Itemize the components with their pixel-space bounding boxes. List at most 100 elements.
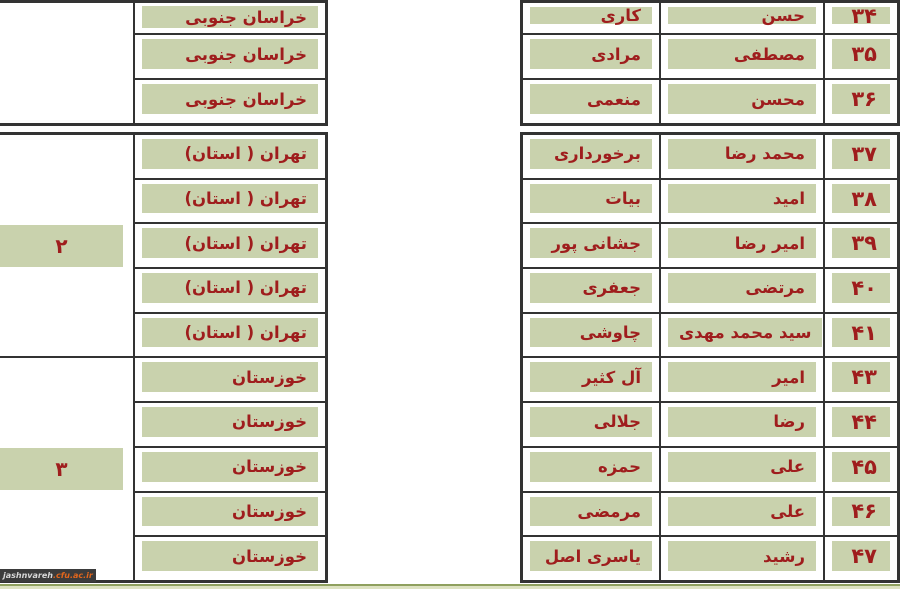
province-label: خوزستان <box>142 496 318 527</box>
row-number-label: ۴۳ <box>832 362 890 393</box>
row-number-label: ۴۷ <box>832 541 890 571</box>
names-table-bottom: برخورداری محمد رضا ۳۷ بیات امید ۳۸ جشانی… <box>520 132 900 583</box>
first-name-cell: محسن <box>660 79 824 124</box>
watermark-suffix: .cfu.ac.ir <box>52 571 93 580</box>
row-number-label: ۳۶ <box>832 84 890 114</box>
last-name-label: منعمی <box>530 84 652 114</box>
row-number-label: ۳۵ <box>832 39 890 69</box>
row-number-label: ۴۴ <box>832 407 890 437</box>
last-name-cell: برخورداری <box>522 134 660 179</box>
first-name-label: امیر رضا <box>668 228 816 259</box>
province-label: خوزستان <box>142 541 318 571</box>
last-name-cell: یاسری اصل <box>522 536 660 581</box>
last-name-label: مرمضی <box>530 496 652 527</box>
row-number-label: ۳۸ <box>832 183 890 214</box>
first-name-label: مرتضی <box>668 273 816 303</box>
province-label: خراسان جنوبی <box>142 39 318 69</box>
row-number-cell: ۴۴ <box>824 402 898 447</box>
row-number-cell: ۴۷ <box>824 536 898 581</box>
province-label: تهران ( استان) <box>142 183 318 214</box>
last-name-label: جعفری <box>530 273 652 303</box>
first-name-label: محسن <box>668 84 816 114</box>
first-name-cell: مرتضی <box>660 268 824 313</box>
province-label: خوزستان <box>142 451 318 482</box>
first-name-label: رضا <box>668 407 816 437</box>
first-name-cell: علی <box>660 491 824 537</box>
province-cell: تهران ( استان) <box>134 134 326 179</box>
province-cell: تهران ( استان) <box>134 178 326 224</box>
row-number-label: ۳۴ <box>832 4 890 28</box>
row-number-cell: ۳۵ <box>824 34 898 79</box>
watermark-prefix: jashnvareh <box>3 571 53 580</box>
row-number-cell: ۳۹ <box>824 223 898 269</box>
province-cell: تهران ( استان) <box>134 223 326 269</box>
group-cell-2: ۲ <box>0 134 134 358</box>
first-name-label: رشید <box>668 541 816 571</box>
last-name-label: چاوشی <box>530 317 652 348</box>
province-cell: خراسان جنوبی <box>134 79 326 124</box>
last-name-cell: جعفری <box>522 268 660 313</box>
first-name-label: حسن <box>668 6 816 25</box>
first-name-cell: علی <box>660 446 824 492</box>
first-name-cell: محمد رضا <box>660 134 824 179</box>
last-name-cell: جلالی <box>522 402 660 447</box>
province-label: خراسان جنوبی <box>142 6 318 28</box>
row-number-cell: ۳۴ <box>824 2 898 34</box>
province-cell: خوزستان <box>134 491 326 537</box>
first-name-cell: امید <box>660 178 824 224</box>
first-name-label: سید محمد مهدی <box>668 317 823 348</box>
last-name-label: حمزه <box>530 451 652 482</box>
last-name-cell: بیات <box>522 178 660 224</box>
row-number-label: ۳۹ <box>832 228 890 259</box>
bottom-green-strip <box>0 584 900 589</box>
group-number: ۳ <box>0 448 123 491</box>
last-name-label: کاری <box>530 6 652 25</box>
last-name-cell: آل کثیر <box>522 357 660 403</box>
row-number-cell: ۴۶ <box>824 491 898 537</box>
first-name-label: امید <box>668 183 816 214</box>
first-name-label: علی <box>668 451 816 482</box>
row-number-cell: ۳۶ <box>824 79 898 124</box>
province-label: تهران ( استان) <box>142 228 318 259</box>
first-name-cell: حسن <box>660 2 824 34</box>
first-name-label: علی <box>668 496 816 527</box>
province-group-table-top: خراسان جنوبی خراسان جنوبی خراسان جنوبی <box>0 0 328 126</box>
province-label: تهران ( استان) <box>142 139 318 169</box>
province-cell: تهران ( استان) <box>134 268 326 313</box>
row-number-label: ۴۵ <box>832 451 890 482</box>
province-label: تهران ( استان) <box>142 317 318 348</box>
last-name-label: بیات <box>530 183 652 214</box>
row-number-cell: ۳۸ <box>824 178 898 224</box>
last-name-cell: چاوشی <box>522 312 660 358</box>
last-name-label: آل کثیر <box>530 362 652 393</box>
last-name-cell: جشانی پور <box>522 223 660 269</box>
watermark: jashnvareh .cfu.ac.ir <box>0 569 96 582</box>
first-name-label: امیر <box>668 362 816 393</box>
last-name-cell: حمزه <box>522 446 660 492</box>
first-name-cell: مصطفی <box>660 34 824 79</box>
last-name-label: جشانی پور <box>530 228 652 259</box>
last-name-label: جلالی <box>530 407 652 437</box>
group-cell-empty <box>0 2 134 124</box>
first-name-label: محمد رضا <box>668 139 816 169</box>
province-label: خوزستان <box>142 407 318 437</box>
last-name-cell: مرادی <box>522 34 660 79</box>
group-cell-3: ۳ <box>0 357 134 581</box>
province-label: تهران ( استان) <box>142 273 318 303</box>
row-number-cell: ۴۳ <box>824 357 898 403</box>
province-cell: خوزستان <box>134 446 326 492</box>
row-number-cell: ۴۱ <box>824 312 898 358</box>
province-cell: خوزستان <box>134 536 326 581</box>
row-number-cell: ۴۵ <box>824 446 898 492</box>
province-cell: خراسان جنوبی <box>134 2 326 34</box>
last-name-label: یاسری اصل <box>530 541 652 571</box>
province-cell: تهران ( استان) <box>134 312 326 358</box>
last-name-cell: مرمضی <box>522 491 660 537</box>
province-label: خوزستان <box>142 362 318 393</box>
row-number-cell: ۳۷ <box>824 134 898 179</box>
first-name-cell: رضا <box>660 402 824 447</box>
row-number-label: ۴۱ <box>832 317 890 348</box>
province-cell: خوزستان <box>134 357 326 403</box>
first-name-cell: سید محمد مهدی <box>660 312 824 358</box>
